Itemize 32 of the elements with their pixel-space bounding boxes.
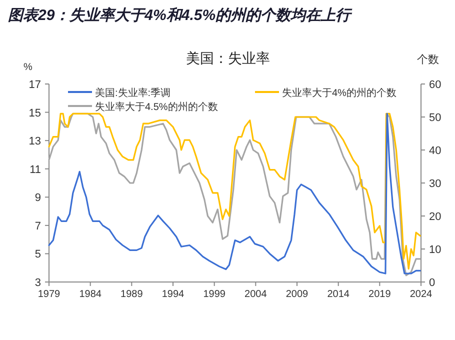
y-tick-label: 17 — [28, 79, 41, 91]
y-tick-label: 3 — [34, 277, 41, 289]
y2-tick-label: 20 — [429, 211, 442, 223]
legend-label: 失业率大于4.5%的州的个数 — [95, 101, 218, 113]
chart-subtitle: 美国：失业率 — [186, 50, 270, 66]
x-tick-label: 2009 — [286, 289, 309, 300]
x-tick-label: 1989 — [120, 289, 144, 300]
x-tick-label: 1984 — [79, 289, 102, 300]
legend-label: 失业率大于4%的州的个数 — [282, 87, 396, 99]
y2-tick-label: 60 — [429, 79, 442, 91]
y2-axis-title: 个数 — [417, 54, 439, 66]
y2-tick-label: 10 — [429, 244, 442, 256]
y-tick-label: 13 — [28, 136, 41, 148]
chart-title: 图表29：失业率大于4%和4.5%的州的个数均在上行 — [8, 6, 353, 24]
y2-tick-label: 50 — [429, 112, 442, 124]
y-tick-label: 9 — [34, 192, 41, 204]
y-axis-title: % — [24, 62, 33, 73]
legend-label: 美国:失业率:季调 — [95, 87, 171, 99]
y2-tick-label: 30 — [429, 178, 442, 190]
y2-tick-label: 40 — [429, 145, 442, 157]
y-tick-label: 7 — [34, 220, 41, 232]
x-tick-label: 2019 — [368, 289, 392, 300]
x-tick-label: 1994 — [162, 289, 185, 300]
x-tick-label: 1979 — [38, 289, 61, 300]
x-tick-label: 2004 — [244, 289, 268, 300]
y-tick-label: 5 — [34, 248, 41, 261]
y-tick-label: 15 — [28, 107, 41, 120]
y2-tick-label: 0 — [429, 277, 436, 289]
x-tick-label: 1999 — [203, 289, 226, 300]
x-tick-label: 2024 — [410, 289, 433, 300]
y-tick-label: 11 — [30, 164, 41, 176]
x-tick-label: 2014 — [327, 289, 350, 300]
